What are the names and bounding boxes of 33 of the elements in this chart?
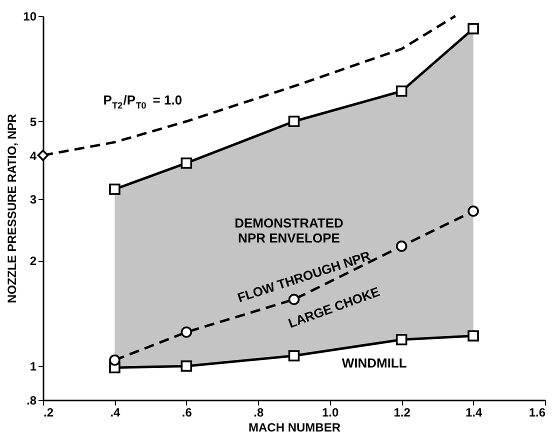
annotation: DEMONSTRATED NPR ENVELOPE (234, 215, 344, 246)
y-tick-label: 10 (23, 10, 37, 24)
y-tick-label: 2 (30, 254, 37, 268)
x-tick-label: .4 (110, 406, 121, 420)
y-tick-label: 3 (30, 192, 37, 207)
y-tick-label: 4 (30, 148, 37, 163)
x-tick-label: 1.0 (322, 406, 340, 420)
annotation: WINDMILL (342, 356, 407, 371)
point (180, 360, 192, 372)
point (37, 150, 49, 161)
x-tick-label: .8 (254, 406, 264, 420)
x-tick-label: 1.2 (394, 406, 411, 420)
x-tick-label: .6 (182, 406, 192, 420)
x-axis-title: MACH NUMBER (248, 420, 341, 434)
point (468, 23, 479, 34)
point (396, 86, 408, 97)
y-axis-title: NOZZLE PRESSURE RATIO, NPR (5, 114, 20, 304)
point (288, 116, 300, 128)
x-tick-label: .2 (44, 406, 54, 420)
point (180, 157, 192, 169)
y-tick-label: .8 (26, 394, 37, 408)
point (396, 334, 408, 346)
point (468, 330, 479, 342)
point (288, 350, 300, 362)
point (109, 184, 120, 195)
point (468, 206, 479, 217)
point (109, 354, 120, 366)
x-tick-label: 1.6 (528, 406, 546, 420)
point (180, 326, 192, 338)
y-tick-label: 1 (30, 360, 37, 374)
point (396, 240, 408, 252)
x-tick-label: 1.4 (465, 406, 482, 420)
y-tick-label: 5 (30, 114, 37, 129)
